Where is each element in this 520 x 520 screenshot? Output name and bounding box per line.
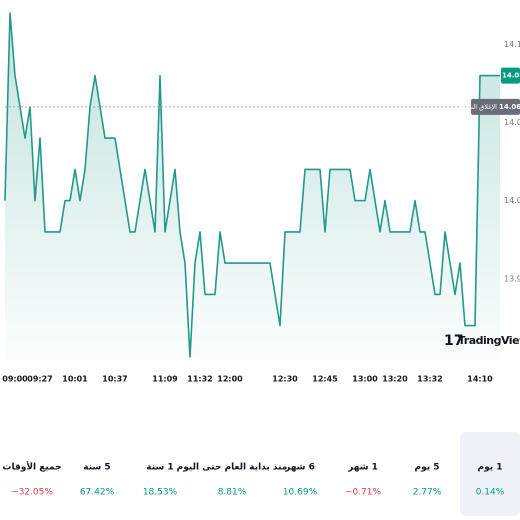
period-label[interactable]: 5 سنة xyxy=(83,463,110,473)
previous-close-label: الإغلاق السابق xyxy=(458,103,497,111)
x-tick-label: 12:00 xyxy=(217,375,243,384)
period-change[interactable]: 0.14% xyxy=(476,488,505,498)
period-change[interactable]: 8.81% xyxy=(218,488,247,498)
period-label[interactable]: 5 يوم xyxy=(414,463,439,473)
y-tick-label: 14.05 xyxy=(504,118,520,127)
x-tick-label: 10:01 xyxy=(62,375,88,384)
x-tick-label: 12:45 xyxy=(312,375,338,384)
period-change[interactable]: 10.69% xyxy=(283,488,318,498)
last-price-badge xyxy=(501,67,520,84)
brand: TradingView xyxy=(458,334,520,347)
period-change[interactable]: 67.42% xyxy=(80,488,115,498)
period-change[interactable]: −32.05% xyxy=(11,488,53,498)
y-tick-label: 14.10 xyxy=(504,40,520,49)
x-tick-label: 11:09 xyxy=(152,375,178,384)
period-label[interactable]: منذ بداية العام حتى اليوم xyxy=(177,463,288,473)
x-tick-label: 10:37 xyxy=(102,375,127,384)
periods: 1 يوم 0.14% 5 يوم 2.77% 1 شهر −0.71% 6 شهر 10.6… xyxy=(2,432,520,516)
period-label[interactable]: 1 يوم xyxy=(477,463,502,473)
period-label[interactable]: 6 شهر xyxy=(284,463,315,473)
x-tick-label: 13:20 xyxy=(382,375,408,384)
x-tick-label: 13:00 xyxy=(352,375,378,384)
x-tick-label: 11:32 xyxy=(187,375,212,384)
period-change[interactable]: 2.77% xyxy=(413,488,442,498)
y-tick-label: 14.00 xyxy=(504,196,520,205)
x-tick-label: 13:32 xyxy=(417,375,442,384)
period-label[interactable]: 1 سنة xyxy=(146,463,173,473)
selected-period xyxy=(460,432,520,516)
last-price-value: 14.08 xyxy=(502,72,520,80)
x-tick-label: 09:27 xyxy=(27,375,52,384)
period-change[interactable]: −0.71% xyxy=(345,488,382,498)
period-label[interactable]: 1 شهر xyxy=(347,463,378,473)
area xyxy=(5,13,500,360)
previous-close-value: 14.06 xyxy=(499,103,520,111)
x-tick-label: 12:30 xyxy=(272,375,298,384)
period-label[interactable]: جميع الأوقات xyxy=(2,461,61,473)
y-tick-label: 13.95 xyxy=(504,274,520,283)
period-change[interactable]: 18.53% xyxy=(143,488,178,498)
price-line xyxy=(4,12,500,358)
x-tick-label: 14:10 xyxy=(467,375,493,384)
x-tick-label: 09:00 xyxy=(2,375,28,384)
brand-icon: 17 xyxy=(444,333,463,349)
previous-close-badge xyxy=(471,98,520,115)
